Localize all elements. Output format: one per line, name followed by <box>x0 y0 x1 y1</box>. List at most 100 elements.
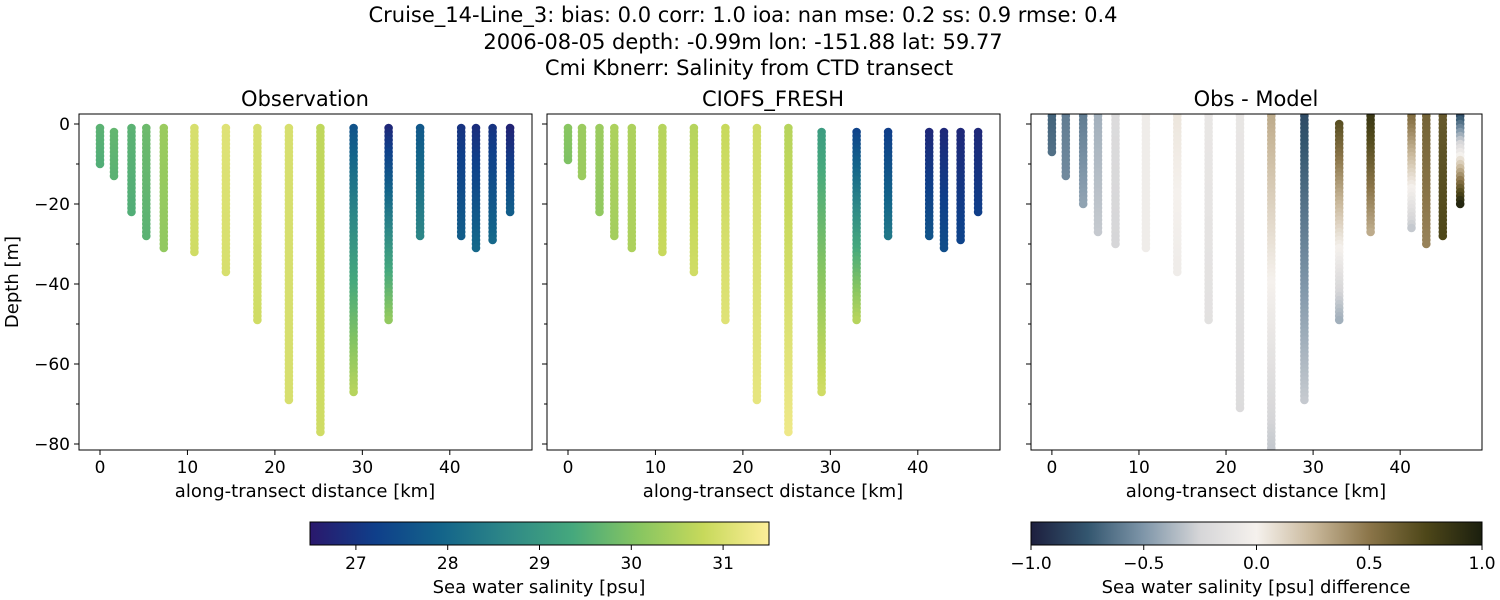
data-point <box>852 315 861 325</box>
data-point <box>253 315 262 325</box>
profile-0 <box>95 123 105 169</box>
x-tick-label: 40 <box>907 458 929 478</box>
profile-15 <box>488 123 497 245</box>
profile-1 <box>109 127 119 181</box>
data-point <box>1267 443 1276 450</box>
data-point <box>221 267 231 277</box>
panel-title-observation: Observation <box>241 87 369 111</box>
model-xlabel: along-transect distance [km] <box>643 481 903 502</box>
data-point <box>1334 315 1344 325</box>
profile-16 <box>1455 114 1465 209</box>
data-point <box>1235 403 1245 413</box>
data-point <box>784 427 793 437</box>
x-tick-label: 10 <box>1128 458 1150 478</box>
data-point <box>1204 315 1213 325</box>
data-point <box>658 247 667 257</box>
profile-6 <box>221 123 231 277</box>
colorbar-ticks: 27 28 29 30 31 −1.0 −0.5 0.0 0.5 1.0 <box>345 545 1496 574</box>
profile-12 <box>415 123 425 241</box>
profile-9 <box>784 123 793 437</box>
data-point <box>924 231 934 241</box>
profile-7 <box>721 123 730 325</box>
profile-1 <box>1061 114 1071 181</box>
colorbar-tick-label: 31 <box>712 554 734 574</box>
axis-ticks: 0 10 20 30 40 0 −20 −40 −60 −80 0 10 20 30 40 0 10 20 30 40 <box>34 115 1411 478</box>
colorbar-tick-label: 29 <box>529 554 551 574</box>
profile-5 <box>658 123 667 257</box>
data-point <box>595 207 604 217</box>
salinity-colorbar <box>309 521 770 546</box>
suptitle-line-2: 2006-08-05 depth: -0.99m lon: -151.88 la… <box>483 30 1002 54</box>
data-point <box>1061 171 1071 181</box>
data-point <box>610 231 619 241</box>
profile-13 <box>1407 114 1416 233</box>
data-point <box>883 231 893 241</box>
profile-9 <box>1267 114 1276 450</box>
profile-0 <box>1047 114 1057 157</box>
panel-title-difference: Obs - Model <box>1194 87 1319 111</box>
colorbar-tick-label: 28 <box>437 554 459 574</box>
colorbar-tick-label: 27 <box>345 554 367 574</box>
data-point <box>190 247 199 257</box>
model-axes-frame <box>546 113 1001 451</box>
x-tick-label: 30 <box>1302 458 1324 478</box>
data-point <box>316 427 325 437</box>
x-tick-label: 0 <box>1046 458 1057 478</box>
suptitle-line-3: Cmi Kbnerr: Salinity from CTD transect <box>545 56 953 80</box>
y-tick-label: 0 <box>59 115 70 135</box>
data-point <box>752 395 762 405</box>
x-tick-label: 40 <box>1389 458 1411 478</box>
profile-16 <box>505 123 515 217</box>
data-point <box>563 155 573 165</box>
data-point <box>471 243 481 253</box>
x-tick-label: 40 <box>439 458 461 478</box>
data-point <box>142 231 151 241</box>
profile-9 <box>316 123 325 437</box>
colorbar-tick-label: 0.5 <box>1356 554 1383 574</box>
data-point <box>689 267 699 277</box>
data-point <box>1422 239 1431 249</box>
profile-2 <box>595 123 604 217</box>
data-point <box>1078 199 1088 209</box>
profile-3 <box>1093 114 1103 237</box>
data-point <box>1047 147 1057 157</box>
data-point <box>284 395 294 405</box>
data-point <box>627 243 637 253</box>
profile-16 <box>973 127 983 217</box>
y-tick-label: −80 <box>34 435 70 455</box>
data-point <box>109 171 119 181</box>
data-point <box>456 231 466 241</box>
x-tick-label: 10 <box>177 458 199 478</box>
profile-3 <box>142 123 151 241</box>
data-point <box>488 235 497 245</box>
suptitle-line-1: Cruise_14-Line_3: bias: 0.0 corr: 1.0 io… <box>368 3 1117 28</box>
observation-axes-frame <box>78 113 533 451</box>
data-point <box>127 207 136 217</box>
profile-0 <box>563 123 573 165</box>
profile-15 <box>956 127 965 245</box>
colorbar-tick-label: −1.0 <box>1010 554 1051 574</box>
data-point <box>159 243 169 253</box>
profile-3 <box>610 123 619 241</box>
observation-scatter <box>95 123 515 437</box>
profile-8 <box>752 123 762 405</box>
panel-title-model: CIOFS_FRESH <box>702 87 844 112</box>
data-point <box>384 315 393 325</box>
profile-5 <box>190 123 199 257</box>
x-tick-label: 0 <box>95 458 106 478</box>
profile-11 <box>1334 119 1344 325</box>
data-point <box>1173 267 1182 277</box>
y-tick-label: −20 <box>34 195 70 215</box>
observation-xlabel: along-transect distance [km] <box>175 481 435 502</box>
profile-13 <box>456 123 466 241</box>
data-point <box>721 315 730 325</box>
profile-14 <box>471 123 481 253</box>
x-tick-label: 30 <box>352 458 374 478</box>
x-tick-label: 30 <box>820 458 842 478</box>
profile-2 <box>1078 114 1088 209</box>
x-tick-label: 10 <box>645 458 667 478</box>
salinity-colorbar-label: Sea water salinity [psu] <box>433 577 646 598</box>
profile-11 <box>384 123 393 325</box>
profile-11 <box>852 127 861 325</box>
profile-7 <box>1204 114 1213 325</box>
